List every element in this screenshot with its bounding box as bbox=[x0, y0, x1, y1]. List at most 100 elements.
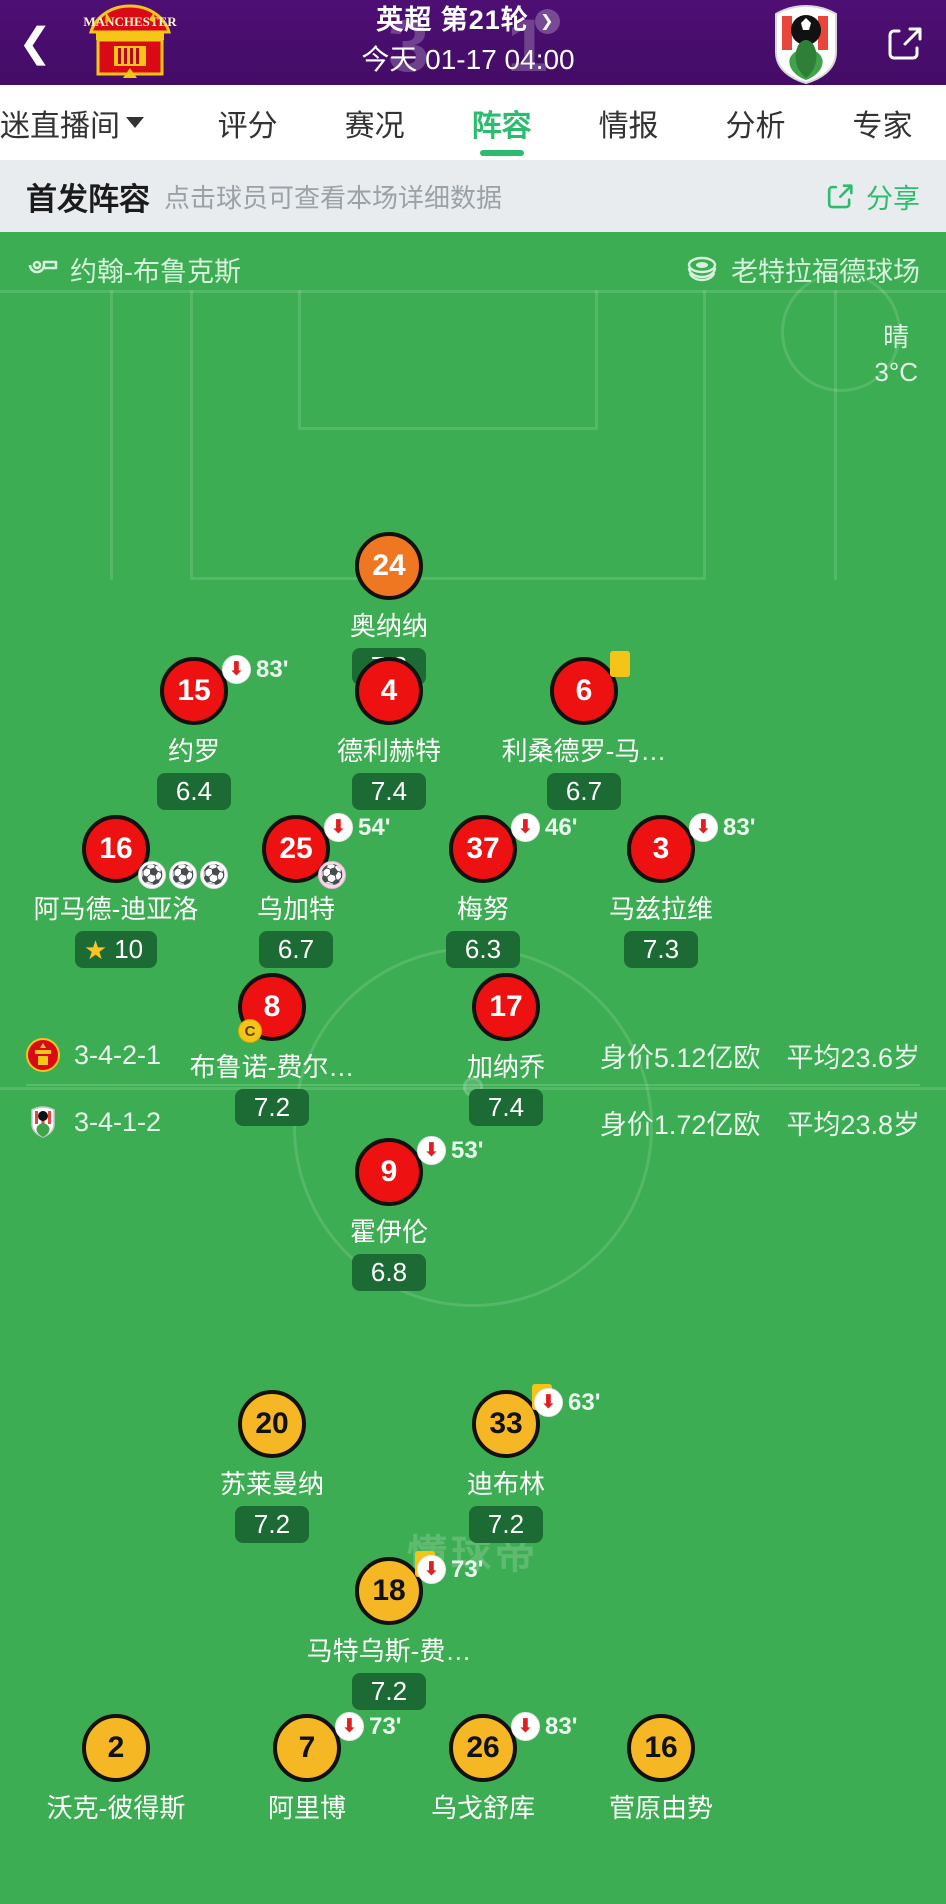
player-card[interactable]: 6 利桑德罗-马… 6.7 bbox=[484, 651, 684, 810]
player-card[interactable]: 17 加纳乔 7.4 bbox=[406, 973, 606, 1126]
sub-minute: 83' bbox=[256, 655, 289, 683]
player-card[interactable]: 37 ⬇ 46' 梅努 6.3 bbox=[383, 813, 583, 968]
share-label: 分享 bbox=[866, 183, 920, 214]
player-card[interactable]: 20 苏莱曼纳 7.2 bbox=[172, 1390, 372, 1543]
player-shirt-wrap[interactable]: 18 ⬇ 73' bbox=[355, 1551, 483, 1625]
sub-minute: 73' bbox=[451, 1555, 484, 1583]
match-header: ❮ MANCHESTER 31 英超 第21轮 ❯ 今天 01-17 04:00 bbox=[0, 0, 946, 85]
player-number[interactable]: 24 bbox=[355, 532, 423, 600]
star-icon: ★ bbox=[83, 934, 108, 965]
player-shirt-wrap[interactable]: 16 bbox=[627, 1714, 695, 1782]
chevron-right-icon[interactable]: ❯ bbox=[534, 9, 560, 34]
player-card[interactable]: 18 ⬇ 73' 马特乌斯-费… 7.2 bbox=[289, 1551, 489, 1710]
score-ghost: 31 bbox=[387, 4, 627, 85]
tab-expert[interactable]: 专家 bbox=[819, 85, 946, 160]
player-card[interactable]: 25 ⬇ 54' ⚽ 乌加特 6.7 bbox=[196, 813, 396, 968]
player-number[interactable]: 15 ⬇ 83' bbox=[160, 655, 288, 725]
player-number[interactable]: 3 ⬇ 83' bbox=[627, 813, 755, 883]
player-shirt-wrap[interactable]: 9 ⬇ 53' bbox=[355, 1136, 483, 1206]
tab-bar[interactable]: 迷直播间 评分 赛况 阵容 情报 分析 专家 bbox=[0, 85, 946, 160]
chevron-down-icon[interactable] bbox=[126, 117, 144, 128]
manchester-united-crest-icon: MANCHESTER bbox=[83, 3, 177, 78]
tab-info[interactable]: 情报 bbox=[565, 85, 692, 160]
tab-match[interactable]: 赛况 bbox=[311, 85, 438, 160]
player-shirt-wrap[interactable]: 6 bbox=[550, 651, 630, 725]
player-card[interactable]: 16 ⚽ ⚽ ⚽ 阿马德-迪亚洛 ★ 10 bbox=[16, 815, 228, 968]
home-formation: 3-4-2-1 bbox=[74, 1039, 162, 1070]
player-card[interactable]: 33 ⬇ 63' 迪布林 7.2 bbox=[406, 1384, 606, 1543]
player-name: 梅努 bbox=[456, 894, 509, 924]
player-number[interactable]: 7 ⬇ 73' bbox=[273, 1712, 401, 1782]
tab-lineup[interactable]: 阵容 bbox=[438, 85, 565, 160]
section-hint: 点击球员可查看本场详细数据 bbox=[164, 182, 503, 213]
away-team-crest[interactable] bbox=[746, 0, 866, 85]
back-button[interactable]: ❮ bbox=[18, 20, 52, 65]
player-card[interactable]: 26 ⬇ 83' 乌戈舒库 bbox=[383, 1712, 583, 1825]
player-shirt-wrap[interactable]: 16 ⚽ ⚽ ⚽ bbox=[82, 815, 228, 889]
player-number[interactable]: 26 ⬇ 83' bbox=[449, 1712, 577, 1782]
player-shirt-wrap[interactable]: 20 bbox=[238, 1390, 306, 1458]
home-team-crest[interactable]: MANCHESTER bbox=[70, 0, 190, 85]
competition-label[interactable]: 英超 第21轮 ❯ bbox=[190, 0, 746, 37]
yellow-card-icon bbox=[610, 651, 630, 677]
player-name: 布鲁诺-费尔… bbox=[189, 1052, 355, 1082]
assist-ball-icon: ⚽ bbox=[318, 861, 346, 889]
player-shirt-wrap[interactable]: 25 ⬇ 54' ⚽ bbox=[262, 813, 390, 889]
substitution-out: ⬇ 83' bbox=[222, 655, 288, 684]
player-number[interactable]: 25 ⬇ 54' ⚽ bbox=[262, 813, 390, 889]
player-name: 奥纳纳 bbox=[349, 611, 428, 641]
player-card[interactable]: 9 ⬇ 53' 霍伊伦 6.8 bbox=[289, 1136, 489, 1291]
player-shirt-wrap[interactable]: 33 ⬇ 63' bbox=[472, 1384, 600, 1458]
substitution-out: ⬇ 73' bbox=[417, 1555, 483, 1584]
player-number[interactable]: 18 ⬇ 73' bbox=[355, 1551, 483, 1625]
player-rating: 7.2 bbox=[352, 1673, 426, 1710]
player-shirt-wrap[interactable]: 2 bbox=[82, 1714, 150, 1782]
player-shirt-wrap[interactable]: 4 bbox=[355, 657, 423, 725]
player-shirt-wrap[interactable]: 37 ⬇ 46' bbox=[449, 813, 577, 883]
away-team-stats: 身价1.72亿欧 平均23.8岁 bbox=[600, 1103, 920, 1142]
player-card[interactable]: 4 德利赫特 7.4 bbox=[289, 657, 489, 810]
player-shirt-wrap[interactable]: 26 ⬇ 83' bbox=[449, 1712, 577, 1782]
player-number[interactable]: 33 ⬇ 63' bbox=[472, 1384, 600, 1458]
player-shirt-wrap[interactable]: 17 bbox=[472, 973, 540, 1041]
player-rating: 6.7 bbox=[547, 773, 621, 810]
substitution-out: ⬇ 46' bbox=[511, 813, 577, 842]
player-rating: 6.4 bbox=[157, 773, 231, 810]
share-top-button[interactable] bbox=[866, 0, 946, 85]
player-card[interactable]: 2 沃克-彼得斯 bbox=[16, 1714, 216, 1825]
player-number[interactable]: 2 bbox=[82, 1714, 150, 1782]
player-number[interactable]: 20 bbox=[238, 1390, 306, 1458]
player-number[interactable]: 16 ⚽ ⚽ ⚽ bbox=[82, 815, 228, 889]
player-card[interactable]: 16 菅原由势 bbox=[561, 1714, 761, 1825]
weather-info: 晴 3°C bbox=[874, 320, 918, 390]
whistle-icon bbox=[28, 260, 58, 274]
player-card[interactable]: 8 C 布鲁诺-费尔… 7.2 bbox=[172, 973, 372, 1126]
goal-ball-icon: ⚽ bbox=[138, 861, 166, 889]
share-button[interactable]: 分享 bbox=[824, 177, 920, 216]
player-shirt-wrap[interactable]: 24 bbox=[355, 532, 423, 600]
player-card[interactable]: 15 ⬇ 83' 约罗 6.4 bbox=[94, 655, 294, 810]
sub-minute: 54' bbox=[358, 813, 391, 841]
player-shirt-wrap[interactable]: 15 ⬇ 83' bbox=[160, 655, 288, 725]
tab-analysis[interactable]: 分析 bbox=[692, 85, 819, 160]
player-number[interactable]: 37 ⬇ 46' bbox=[449, 813, 577, 883]
player-number[interactable]: 17 bbox=[472, 973, 540, 1041]
player-name: 乌戈舒库 bbox=[430, 1793, 535, 1823]
player-shirt-wrap[interactable]: 3 ⬇ 83' bbox=[627, 813, 755, 883]
tab-label: 迷直播间 bbox=[0, 109, 120, 143]
player-card[interactable]: 3 ⬇ 83' 马兹拉维 7.3 bbox=[561, 813, 761, 968]
tab-live-room[interactable]: 迷直播间 bbox=[0, 85, 184, 160]
player-number[interactable]: 6 bbox=[550, 651, 630, 725]
player-card[interactable]: 7 ⬇ 73' 阿里博 bbox=[207, 1712, 407, 1825]
player-number[interactable]: 4 bbox=[355, 657, 423, 725]
player-number[interactable]: 16 bbox=[627, 1714, 695, 1782]
player-shirt-wrap[interactable]: 7 ⬇ 73' bbox=[273, 1712, 401, 1782]
sub-minute: 63' bbox=[568, 1388, 601, 1416]
stadium-icon bbox=[687, 256, 717, 282]
weather-condition: 晴 bbox=[883, 322, 910, 352]
tab-ratings[interactable]: 评分 bbox=[184, 85, 311, 160]
sub-out-icon: ⬇ bbox=[324, 813, 353, 842]
player-number[interactable]: 9 ⬇ 53' bbox=[355, 1136, 483, 1206]
